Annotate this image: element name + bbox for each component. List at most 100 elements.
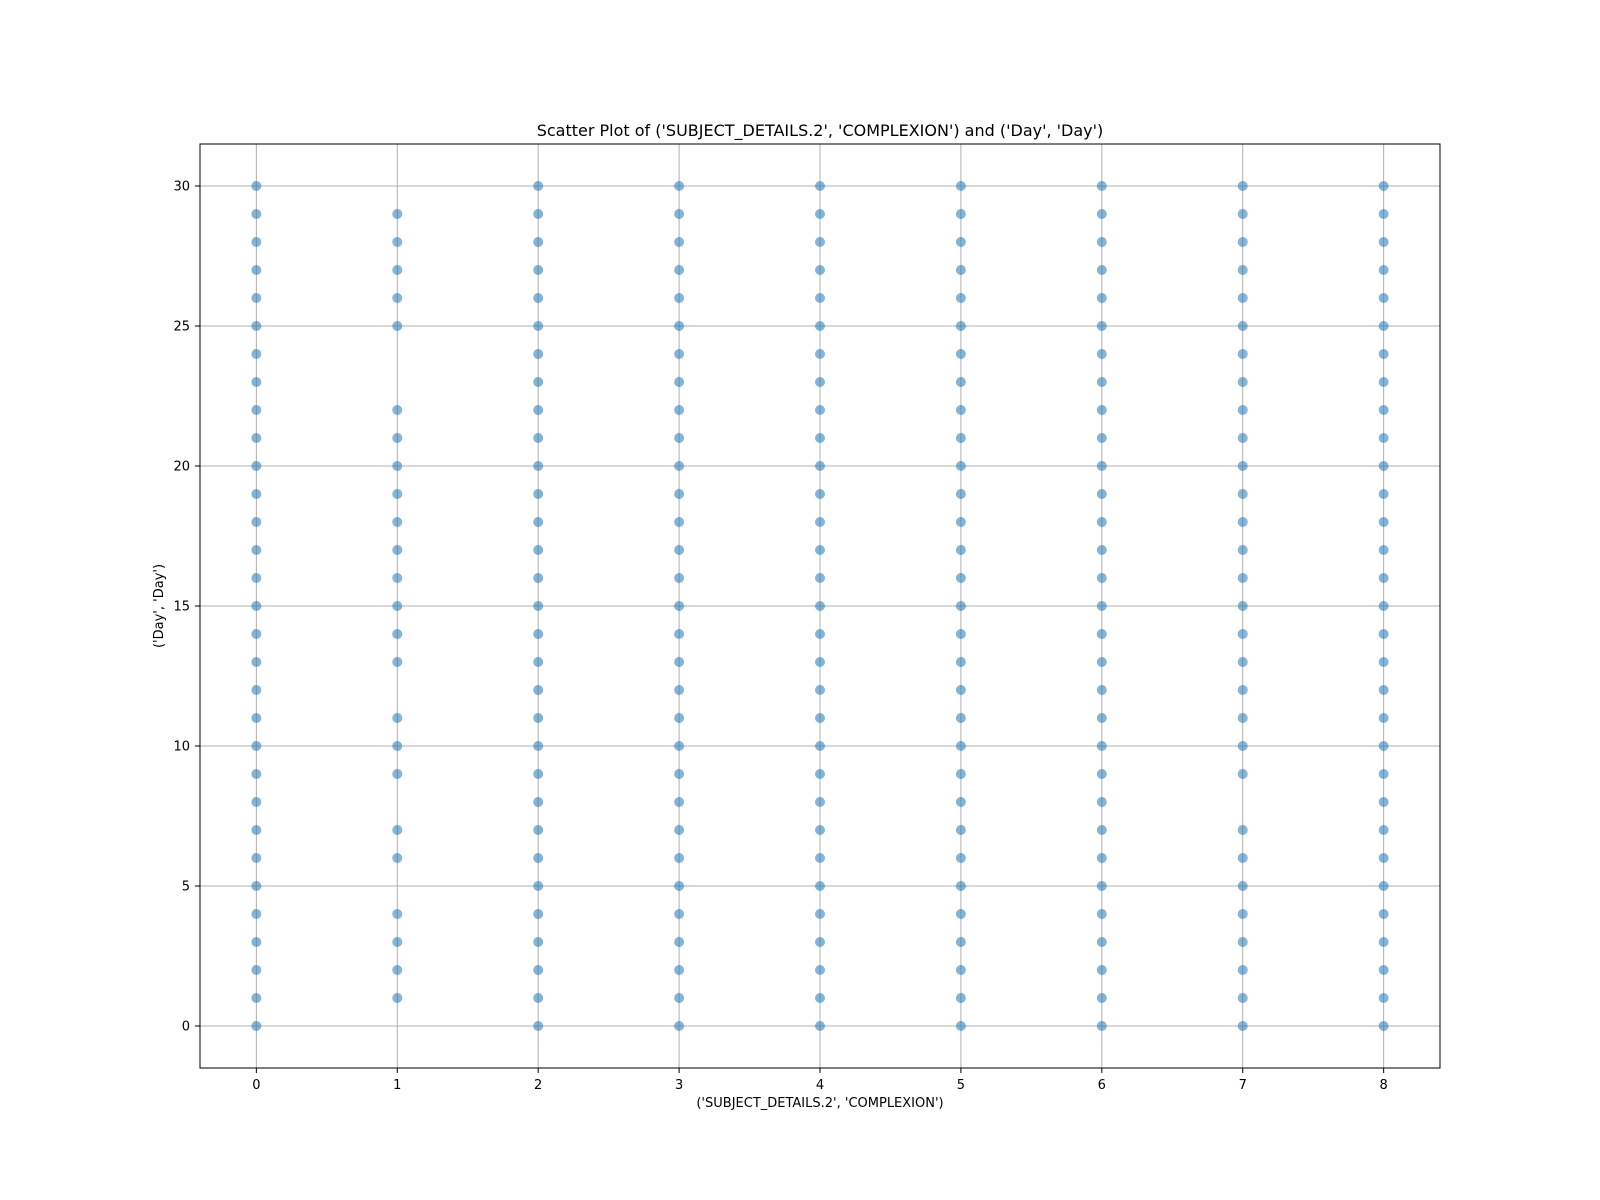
scatter-point <box>251 489 262 499</box>
scatter-point <box>674 657 685 667</box>
scatter-point <box>1237 909 1248 919</box>
scatter-point <box>1378 377 1389 387</box>
scatter-point <box>1096 209 1107 219</box>
scatter-point <box>392 517 403 527</box>
scatter-point <box>1237 601 1248 611</box>
scatter-point <box>392 741 403 751</box>
scatter-point <box>815 685 825 695</box>
scatter-point <box>955 881 966 891</box>
scatter-point <box>815 937 825 947</box>
scatter-point <box>1237 545 1248 555</box>
scatter-point <box>674 321 685 331</box>
scatter-point <box>533 965 544 975</box>
scatter-point <box>1237 937 1248 947</box>
scatter-point <box>955 741 966 751</box>
scatter-point <box>1096 237 1107 247</box>
scatter-point <box>955 853 966 863</box>
scatter-point <box>533 601 544 611</box>
scatter-point <box>1237 853 1248 863</box>
scatter-point <box>533 741 544 751</box>
scatter-point <box>674 769 685 779</box>
y-tick-label: 25 <box>173 320 190 335</box>
scatter-point <box>674 629 685 639</box>
scatter-point <box>955 825 966 835</box>
scatter-point <box>1237 237 1248 247</box>
scatter-point <box>815 265 825 275</box>
axis-ticks: 0 1 2 3 4 5 6 7 8 0 5 10 15 20 25 30 <box>173 180 1387 1094</box>
scatter-point <box>1378 545 1389 555</box>
scatter-point <box>1096 489 1107 499</box>
scatter-point <box>533 461 544 471</box>
scatter-point <box>251 601 262 611</box>
scatter-point <box>251 237 262 247</box>
scatter-point <box>1378 405 1389 415</box>
scatter-point <box>392 993 403 1003</box>
scatter-point <box>533 685 544 695</box>
scatter-point <box>251 433 262 443</box>
scatter-point <box>815 881 825 891</box>
scatter-point <box>1096 965 1107 975</box>
scatter-point <box>251 993 262 1003</box>
scatter-point <box>1096 321 1107 331</box>
scatter-point <box>392 657 403 667</box>
scatter-point <box>251 405 262 415</box>
scatter-point <box>1096 937 1107 947</box>
scatter-point <box>674 461 685 471</box>
scatter-point <box>251 293 262 303</box>
scatter-point <box>1096 909 1107 919</box>
scatter-point <box>251 937 262 947</box>
scatter-point <box>1378 853 1389 863</box>
scatter-point <box>1378 293 1389 303</box>
scatter-point <box>533 881 544 891</box>
scatter-point <box>674 825 685 835</box>
scatter-point <box>674 1021 685 1031</box>
scatter-point <box>674 965 685 975</box>
scatter-point <box>1096 881 1107 891</box>
x-tick-label: 3 <box>675 1078 683 1093</box>
scatter-point <box>955 377 966 387</box>
scatter-point <box>1378 657 1389 667</box>
scatter-point <box>392 965 403 975</box>
scatter-point <box>533 517 544 527</box>
scatter-point <box>955 349 966 359</box>
scatter-point <box>955 657 966 667</box>
scatter-point <box>533 433 544 443</box>
scatter-point <box>955 489 966 499</box>
y-tick-label: 0 <box>182 1020 190 1035</box>
scatter-point <box>955 601 966 611</box>
scatter-point <box>1096 685 1107 695</box>
scatter-point <box>955 685 966 695</box>
scatter-point <box>533 909 544 919</box>
scatter-point <box>251 1021 262 1031</box>
scatter-point <box>533 321 544 331</box>
scatter-point <box>815 349 825 359</box>
scatter-point <box>815 1021 825 1031</box>
scatter-point <box>1237 405 1248 415</box>
scatter-point <box>1096 629 1107 639</box>
scatter-point <box>251 741 262 751</box>
scatter-point <box>1096 825 1107 835</box>
scatter-point <box>1378 741 1389 751</box>
y-tick-label: 15 <box>173 600 190 615</box>
scatter-point <box>674 601 685 611</box>
scatter-point <box>1096 601 1107 611</box>
scatter-point <box>1096 461 1107 471</box>
scatter-point <box>251 321 262 331</box>
scatter-point <box>1378 349 1389 359</box>
scatter-point <box>251 909 262 919</box>
scatter-point <box>533 293 544 303</box>
scatter-point <box>251 265 262 275</box>
scatter-point <box>815 377 825 387</box>
scatter-point <box>955 965 966 975</box>
scatter-point <box>1378 1021 1389 1031</box>
y-tick-label: 5 <box>182 880 190 895</box>
scatter-point <box>392 489 403 499</box>
scatter-point <box>1378 181 1389 191</box>
chart-title: Scatter Plot of ('SUBJECT_DETAILS.2', 'C… <box>537 121 1104 141</box>
scatter-point <box>674 181 685 191</box>
scatter-point <box>1237 461 1248 471</box>
scatter-point <box>1237 629 1248 639</box>
scatter-point <box>955 993 966 1003</box>
scatter-point <box>674 209 685 219</box>
scatter-point <box>674 517 685 527</box>
